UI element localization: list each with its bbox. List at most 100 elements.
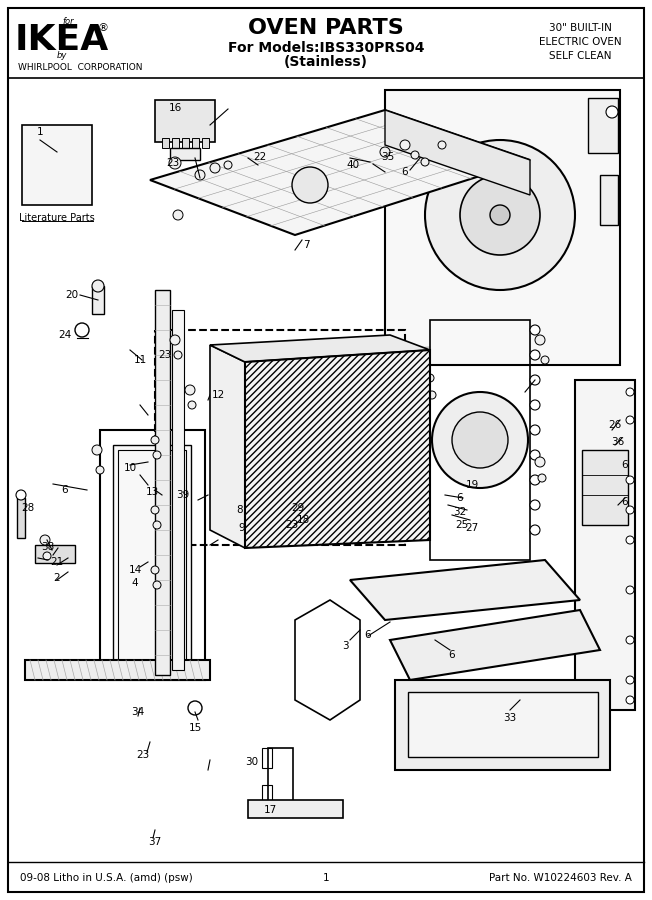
Bar (155, 100, 215, 142)
Text: 21: 21 (50, 557, 64, 567)
Circle shape (153, 451, 161, 459)
Text: 32: 32 (453, 507, 467, 517)
Polygon shape (245, 350, 430, 548)
Text: Literature Parts: Literature Parts (19, 213, 95, 223)
Bar (582, 450, 628, 525)
Circle shape (538, 474, 546, 482)
Text: (Stainless): (Stainless) (284, 55, 368, 69)
Text: 29: 29 (291, 503, 304, 513)
Text: 15: 15 (188, 723, 201, 733)
Polygon shape (210, 345, 245, 548)
Bar (600, 175, 618, 225)
Circle shape (153, 581, 161, 589)
Bar (192, 138, 199, 148)
Text: 16: 16 (168, 103, 182, 113)
Text: 8: 8 (237, 505, 243, 515)
Text: 22: 22 (254, 152, 267, 162)
Text: 23: 23 (136, 750, 149, 760)
Bar (172, 310, 184, 670)
Polygon shape (390, 610, 600, 680)
Text: 35: 35 (381, 152, 394, 162)
Text: 36: 36 (612, 437, 625, 447)
Circle shape (16, 490, 26, 500)
Bar (395, 680, 610, 770)
Text: 12: 12 (211, 390, 225, 400)
Circle shape (541, 356, 549, 364)
Bar (182, 138, 189, 148)
Text: 7: 7 (303, 240, 309, 250)
Text: 14: 14 (128, 565, 141, 575)
Text: 6: 6 (622, 497, 629, 507)
Text: 19: 19 (466, 480, 479, 490)
Circle shape (213, 485, 223, 495)
Text: 6: 6 (62, 485, 68, 495)
Circle shape (217, 505, 227, 515)
Circle shape (210, 163, 220, 173)
Text: 23: 23 (158, 350, 171, 360)
Polygon shape (150, 110, 530, 235)
Text: 27: 27 (466, 523, 479, 533)
Text: 4: 4 (132, 578, 138, 588)
Circle shape (236, 491, 244, 499)
Text: 37: 37 (149, 837, 162, 847)
Bar (172, 138, 179, 148)
Text: IKEA: IKEA (15, 23, 109, 57)
Text: 09-08 Litho in U.S.A. (amd) (psw): 09-08 Litho in U.S.A. (amd) (psw) (20, 873, 193, 883)
Bar (408, 692, 598, 757)
Circle shape (174, 351, 182, 359)
Circle shape (380, 147, 390, 157)
Circle shape (96, 466, 104, 474)
Circle shape (188, 701, 202, 715)
Circle shape (530, 350, 540, 360)
Text: For Models:IBS330PRS04: For Models:IBS330PRS04 (228, 41, 424, 55)
Text: OVEN PARTS: OVEN PARTS (248, 18, 404, 38)
Text: SELF CLEAN: SELF CLEAN (549, 51, 612, 61)
Text: WHIRLPOOL  CORPORATION: WHIRLPOOL CORPORATION (18, 64, 142, 73)
Text: 34: 34 (131, 707, 145, 717)
Text: 6: 6 (622, 460, 629, 470)
Circle shape (426, 374, 434, 382)
Circle shape (173, 210, 183, 220)
Bar (118, 450, 186, 660)
Circle shape (151, 566, 159, 574)
Circle shape (626, 416, 634, 424)
Circle shape (92, 280, 104, 292)
Circle shape (292, 167, 328, 203)
Circle shape (421, 158, 429, 166)
Circle shape (195, 170, 205, 180)
Text: 1: 1 (37, 127, 43, 137)
Circle shape (188, 401, 196, 409)
Text: 3: 3 (342, 641, 348, 651)
Text: 30" BUILT-IN: 30" BUILT-IN (548, 23, 612, 33)
Text: 1: 1 (323, 873, 329, 883)
Text: 6: 6 (449, 650, 455, 660)
Bar (155, 290, 170, 675)
Text: Part No. W10224603 Rev. A: Part No. W10224603 Rev. A (489, 873, 632, 883)
Bar (588, 98, 618, 153)
Circle shape (490, 205, 510, 225)
Circle shape (153, 521, 161, 529)
Text: ELECTRIC OVEN: ELECTRIC OVEN (539, 37, 621, 47)
Bar (430, 320, 530, 560)
Bar (385, 90, 620, 365)
Text: 24: 24 (59, 330, 72, 340)
Circle shape (75, 323, 89, 337)
Circle shape (428, 391, 436, 399)
Text: 9: 9 (239, 523, 245, 533)
Circle shape (530, 425, 540, 435)
Circle shape (530, 525, 540, 535)
Circle shape (530, 475, 540, 485)
Text: 2: 2 (53, 573, 61, 583)
Text: 33: 33 (503, 713, 516, 723)
Bar (35, 545, 75, 563)
Polygon shape (385, 110, 530, 195)
Circle shape (530, 325, 540, 335)
Text: 18: 18 (297, 515, 310, 525)
Circle shape (411, 151, 419, 159)
Text: 17: 17 (263, 805, 276, 815)
Bar (155, 330, 405, 545)
Text: 20: 20 (65, 290, 78, 300)
Text: 11: 11 (134, 355, 147, 365)
Bar (17, 498, 25, 538)
Circle shape (438, 141, 446, 149)
